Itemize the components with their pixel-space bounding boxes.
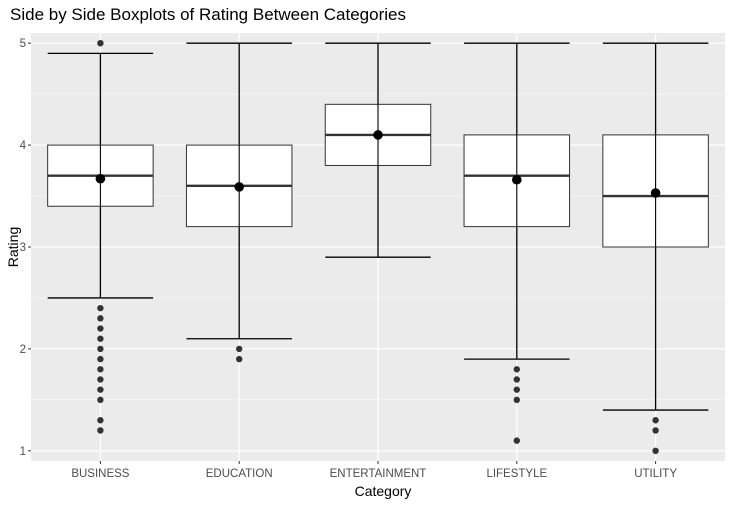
outlier-point <box>97 376 104 383</box>
outlier-point <box>97 355 104 363</box>
y-tick-label: 1 <box>20 446 26 458</box>
chart-title: Side by Side Boxplots of Rating Between … <box>10 5 406 24</box>
outlier-point <box>513 366 520 373</box>
boxplot-lifestyle <box>463 42 571 444</box>
boxplot-entertainment <box>324 42 432 258</box>
outlier-point <box>97 417 104 424</box>
y-tick-label: 4 <box>20 140 27 152</box>
outlier-point <box>652 447 659 455</box>
outlier-point <box>97 396 104 404</box>
x-tick-label: ENTERTAINMENT <box>330 468 427 480</box>
y-axis: 1 2 3 4 5 <box>20 38 31 458</box>
outlier-point <box>97 335 104 342</box>
x-tick-label: BUSINESS <box>71 468 129 480</box>
mean-point <box>650 188 661 198</box>
outlier-point <box>513 437 520 444</box>
boxplots <box>47 39 709 455</box>
outlier-point <box>652 417 659 424</box>
outlier-point <box>97 304 104 312</box>
y-tick-label: 3 <box>20 242 26 254</box>
outlier-point <box>513 396 520 404</box>
outlier-point <box>97 315 104 322</box>
outlier-point <box>97 345 104 353</box>
mean-point <box>234 182 244 192</box>
boxplot-utility <box>602 42 709 455</box>
y-tick-label: 5 <box>20 38 26 50</box>
outlier-point <box>236 355 243 363</box>
x-axis: BUSINESS EDUCATION ENTERTAINMENT LIFESTYLE U… <box>71 461 677 480</box>
outlier-point <box>97 366 104 373</box>
y-axis-title: Rating <box>5 227 21 267</box>
x-tick-label: LIFESTYLE <box>486 468 547 480</box>
outlier-point <box>513 376 520 383</box>
y-tick-label: 2 <box>20 344 26 356</box>
outlier-point <box>97 325 104 332</box>
boxplot-education <box>185 42 293 363</box>
outlier-point <box>97 39 104 47</box>
mean-point <box>512 174 522 185</box>
mean-point <box>373 130 383 140</box>
outlier-point <box>97 427 104 434</box>
mean-point <box>95 173 106 184</box>
outlier-point <box>97 386 104 393</box>
x-tick-label: UTILITY <box>634 468 677 480</box>
outlier-point <box>236 345 243 353</box>
x-axis-title: Category <box>355 483 412 499</box>
x-tick-label: EDUCATION <box>206 468 273 480</box>
boxplot-business <box>47 39 154 434</box>
outlier-point <box>513 386 520 393</box>
outlier-point <box>652 427 659 434</box>
